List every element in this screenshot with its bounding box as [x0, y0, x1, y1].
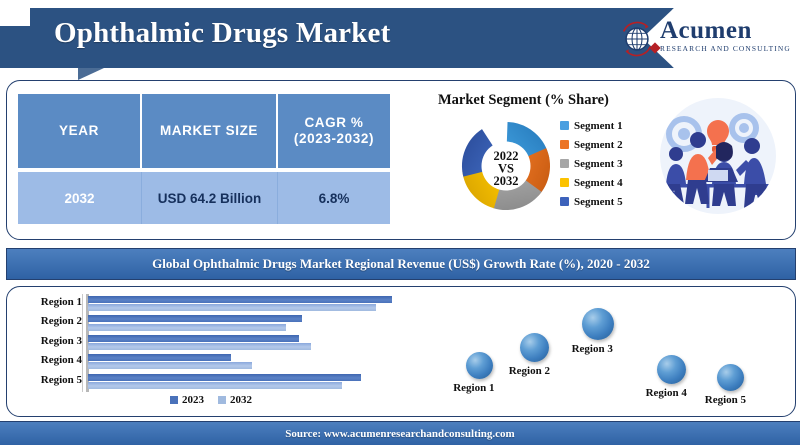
- segment-legend-swatch: [560, 140, 569, 149]
- table-header-cagr-line1: CAGR %: [304, 115, 364, 130]
- regional-bar-chart: Region 1 Region 2 Region 3 Region 4 Region 5…: [16, 292, 406, 410]
- bar-chart-label-region-4: Region 4: [40, 354, 82, 367]
- bar-chart-label-region-5: Region 5: [40, 373, 82, 386]
- svg-text:2032: 2032: [494, 174, 519, 188]
- bar-2023-region-3: [88, 334, 299, 342]
- bar-2023-region-2: [88, 315, 302, 323]
- table-header-market-size: MARKET SIZE: [142, 94, 278, 168]
- bar-chart-label-region-3: Region 3: [40, 334, 82, 347]
- bubble-label-region-3: Region 3: [571, 343, 613, 356]
- bar-2023-region-1: [88, 296, 392, 303]
- bar-chart-plot: [88, 294, 398, 392]
- table-cell-cagr: 6.8%: [278, 172, 390, 224]
- logo-text: Acumen RESEARCH AND CONSULTING: [660, 18, 791, 53]
- segment-legend-item: Segment 5: [560, 192, 640, 211]
- bar-chart-label-region-2: Region 2: [40, 315, 82, 328]
- bar-2023-region-4: [88, 354, 231, 362]
- footer: Source: www.acumenresearchandconsulting.…: [0, 421, 800, 445]
- bar-legend-swatch: [218, 396, 226, 404]
- bar-legend-label: 2032: [230, 394, 252, 406]
- logo-tagline: RESEARCH AND CONSULTING: [660, 44, 791, 53]
- segment-legend-swatch: [560, 178, 569, 187]
- bar-2023-region-5: [88, 373, 361, 381]
- segment-legend-swatch: [560, 121, 569, 130]
- table-header-year: YEAR: [18, 94, 142, 168]
- table-cell-market-size: USD 64.2 Billion: [142, 172, 278, 224]
- bubble-label-region-2: Region 2: [508, 364, 550, 377]
- footer-source: Source: www.acumenresearchandconsulting.…: [285, 427, 515, 440]
- bar-chart-label-region-1: Region 1: [40, 296, 82, 308]
- bubble-region-1: [465, 352, 493, 380]
- bar-legend-item: 2023: [170, 394, 204, 406]
- segment-legend-label: Segment 3: [574, 157, 623, 170]
- brand-logo: Acumen RESEARCH AND CONSULTING: [618, 14, 790, 64]
- header-corner-notch: [0, 0, 30, 26]
- bubble-region-3: [581, 308, 614, 341]
- globe-icon: [618, 20, 656, 58]
- section-header-bar: Global Ophthalmic Drugs Market Regional …: [6, 248, 796, 280]
- section-header-title: Global Ophthalmic Drugs Market Regional …: [152, 256, 650, 271]
- segment-legend: Segment 1 Segment 2 Segment 3 Segment 4 Segm…: [560, 116, 640, 211]
- segment-legend-label: Segment 1: [574, 119, 623, 132]
- header: Ophthalmic Drugs Market Acumen: [0, 0, 800, 80]
- segment-legend-label: Segment 4: [574, 176, 623, 189]
- segment-legend-item: Segment 3: [560, 154, 640, 173]
- bar-2032-region-5: [88, 381, 343, 389]
- table-cell-year: 2032: [18, 172, 142, 224]
- segment-legend-swatch: [560, 159, 569, 168]
- table-row: 2032 USD 64.2 Billion 6.8%: [18, 172, 390, 224]
- segment-donut-chart: 2022 VS 2032: [452, 112, 560, 220]
- bar-2032-region-4: [88, 362, 253, 370]
- market-summary-table: YEAR MARKET SIZE CAGR % (2023-2032) 2032…: [18, 94, 390, 224]
- bubble-label-region-4: Region 4: [645, 386, 687, 399]
- table-header-cagr-line2: (2023-2032): [293, 131, 375, 146]
- team-collaboration-illustration: [648, 92, 788, 224]
- bar-2032-region-3: [88, 343, 312, 350]
- bar-2032-region-2: [88, 323, 287, 331]
- page-title: Ophthalmic Drugs Market: [54, 17, 391, 49]
- segment-chart-title: Market Segment (% Share): [438, 92, 609, 108]
- bar-legend-item: 2032: [218, 394, 252, 406]
- segment-legend-swatch: [560, 197, 569, 206]
- bubble-region-4: [657, 354, 687, 384]
- table-header-row: YEAR MARKET SIZE CAGR % (2023-2032): [18, 94, 390, 168]
- bubble-region-5: [717, 364, 745, 392]
- bubble-region-2: [520, 332, 550, 362]
- svg-text:VS: VS: [498, 162, 514, 176]
- bar-legend-label: 2023: [182, 394, 204, 406]
- bubble-label-region-1: Region 1: [453, 382, 495, 395]
- segment-legend-item: Segment 1: [560, 116, 640, 135]
- logo-name: Acumen: [660, 17, 752, 44]
- bar-chart-legend: 2023 2032: [16, 394, 406, 406]
- segment-legend-item: Segment 4: [560, 173, 640, 192]
- segment-legend-label: Segment 5: [574, 195, 623, 208]
- bar-2032-region-1: [88, 304, 377, 312]
- segment-legend-item: Segment 2: [560, 135, 640, 154]
- regional-bubble-chart: Region 1 Region 2 Region 3 Region 4 Region 5: [420, 290, 790, 412]
- svg-text:2022: 2022: [494, 149, 519, 163]
- bar-legend-swatch: [170, 396, 178, 404]
- bubble-label-region-5: Region 5: [704, 394, 747, 407]
- table-header-cagr: CAGR % (2023-2032): [278, 94, 390, 168]
- segment-legend-label: Segment 2: [574, 138, 623, 151]
- bar-chart-axis: [82, 294, 89, 392]
- header-banner: [0, 8, 672, 68]
- header-banner-tail: [78, 68, 104, 80]
